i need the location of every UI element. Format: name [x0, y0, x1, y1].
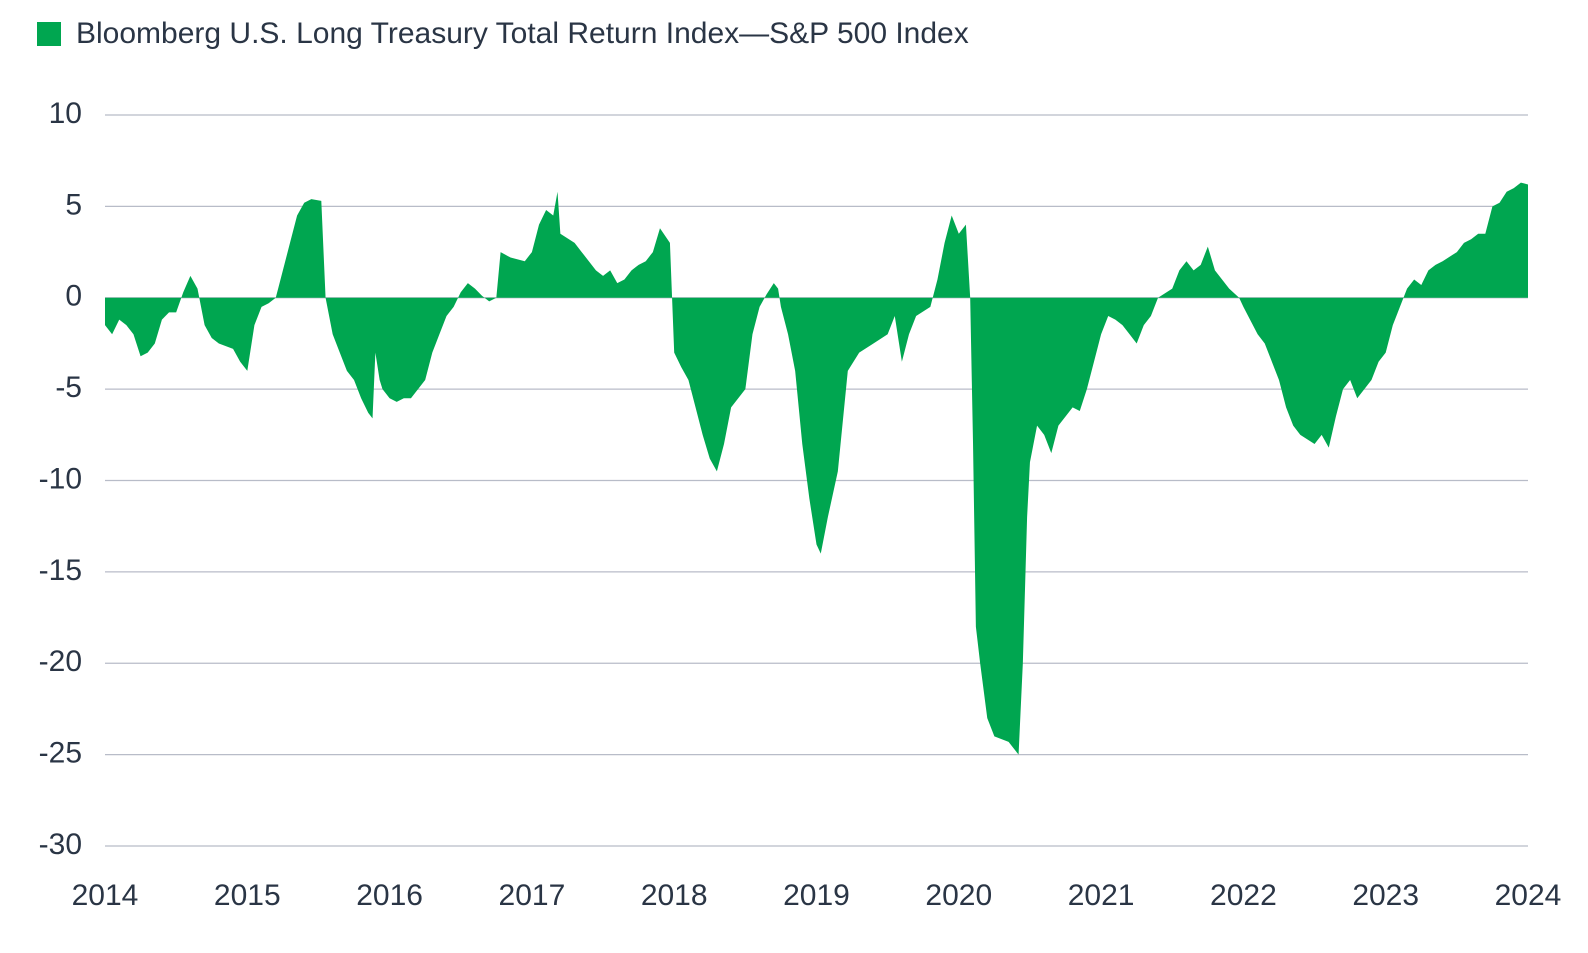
- legend-swatch: [37, 22, 61, 46]
- x-tick-label: 2020: [925, 879, 992, 912]
- x-tick-label: 2023: [1352, 879, 1419, 912]
- y-tick-label: -20: [39, 645, 82, 678]
- y-tick-label: -10: [39, 462, 82, 495]
- y-tick-label: -30: [39, 828, 82, 861]
- x-tick-label: 2019: [783, 879, 850, 912]
- area: [105, 182, 1528, 755]
- y-tick-label: -5: [55, 371, 82, 404]
- x-tick-label: 2017: [499, 879, 566, 912]
- legend-label: Bloomberg U.S. Long Treasury Total Retur…: [76, 17, 969, 50]
- x-tick-label: 2022: [1210, 879, 1277, 912]
- x-tick-label: 2018: [641, 879, 708, 912]
- x-tick-label: 2024: [1495, 879, 1562, 912]
- y-tick-label: 10: [49, 97, 82, 130]
- y-tick-label: -15: [39, 554, 82, 587]
- y-tick-label: 5: [65, 188, 82, 221]
- x-tick-label: 2021: [1068, 879, 1135, 912]
- x-tick-label: 2015: [214, 879, 281, 912]
- x-tick-label: 2014: [72, 879, 139, 912]
- y-tick-label: -25: [39, 737, 82, 770]
- y-tick-label: 0: [65, 280, 82, 313]
- x-tick-label: 2016: [356, 879, 423, 912]
